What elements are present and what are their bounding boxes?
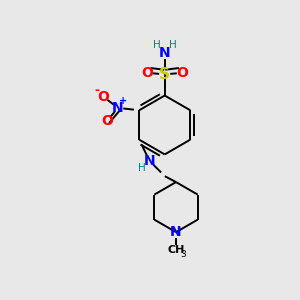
Text: O: O [101,114,113,128]
Text: -: - [94,84,99,97]
Text: N: N [144,154,155,168]
Text: O: O [98,90,109,104]
Text: O: O [176,66,188,80]
Text: H: H [169,40,176,50]
Text: S: S [159,67,170,82]
Text: N: N [112,101,124,115]
Text: +: + [119,96,128,106]
Text: 3: 3 [180,250,186,259]
Text: H: H [138,163,146,173]
Text: N: N [170,225,182,239]
Text: CH: CH [167,245,185,255]
Text: O: O [141,66,153,80]
Text: H: H [153,40,161,50]
Text: N: N [159,46,170,60]
